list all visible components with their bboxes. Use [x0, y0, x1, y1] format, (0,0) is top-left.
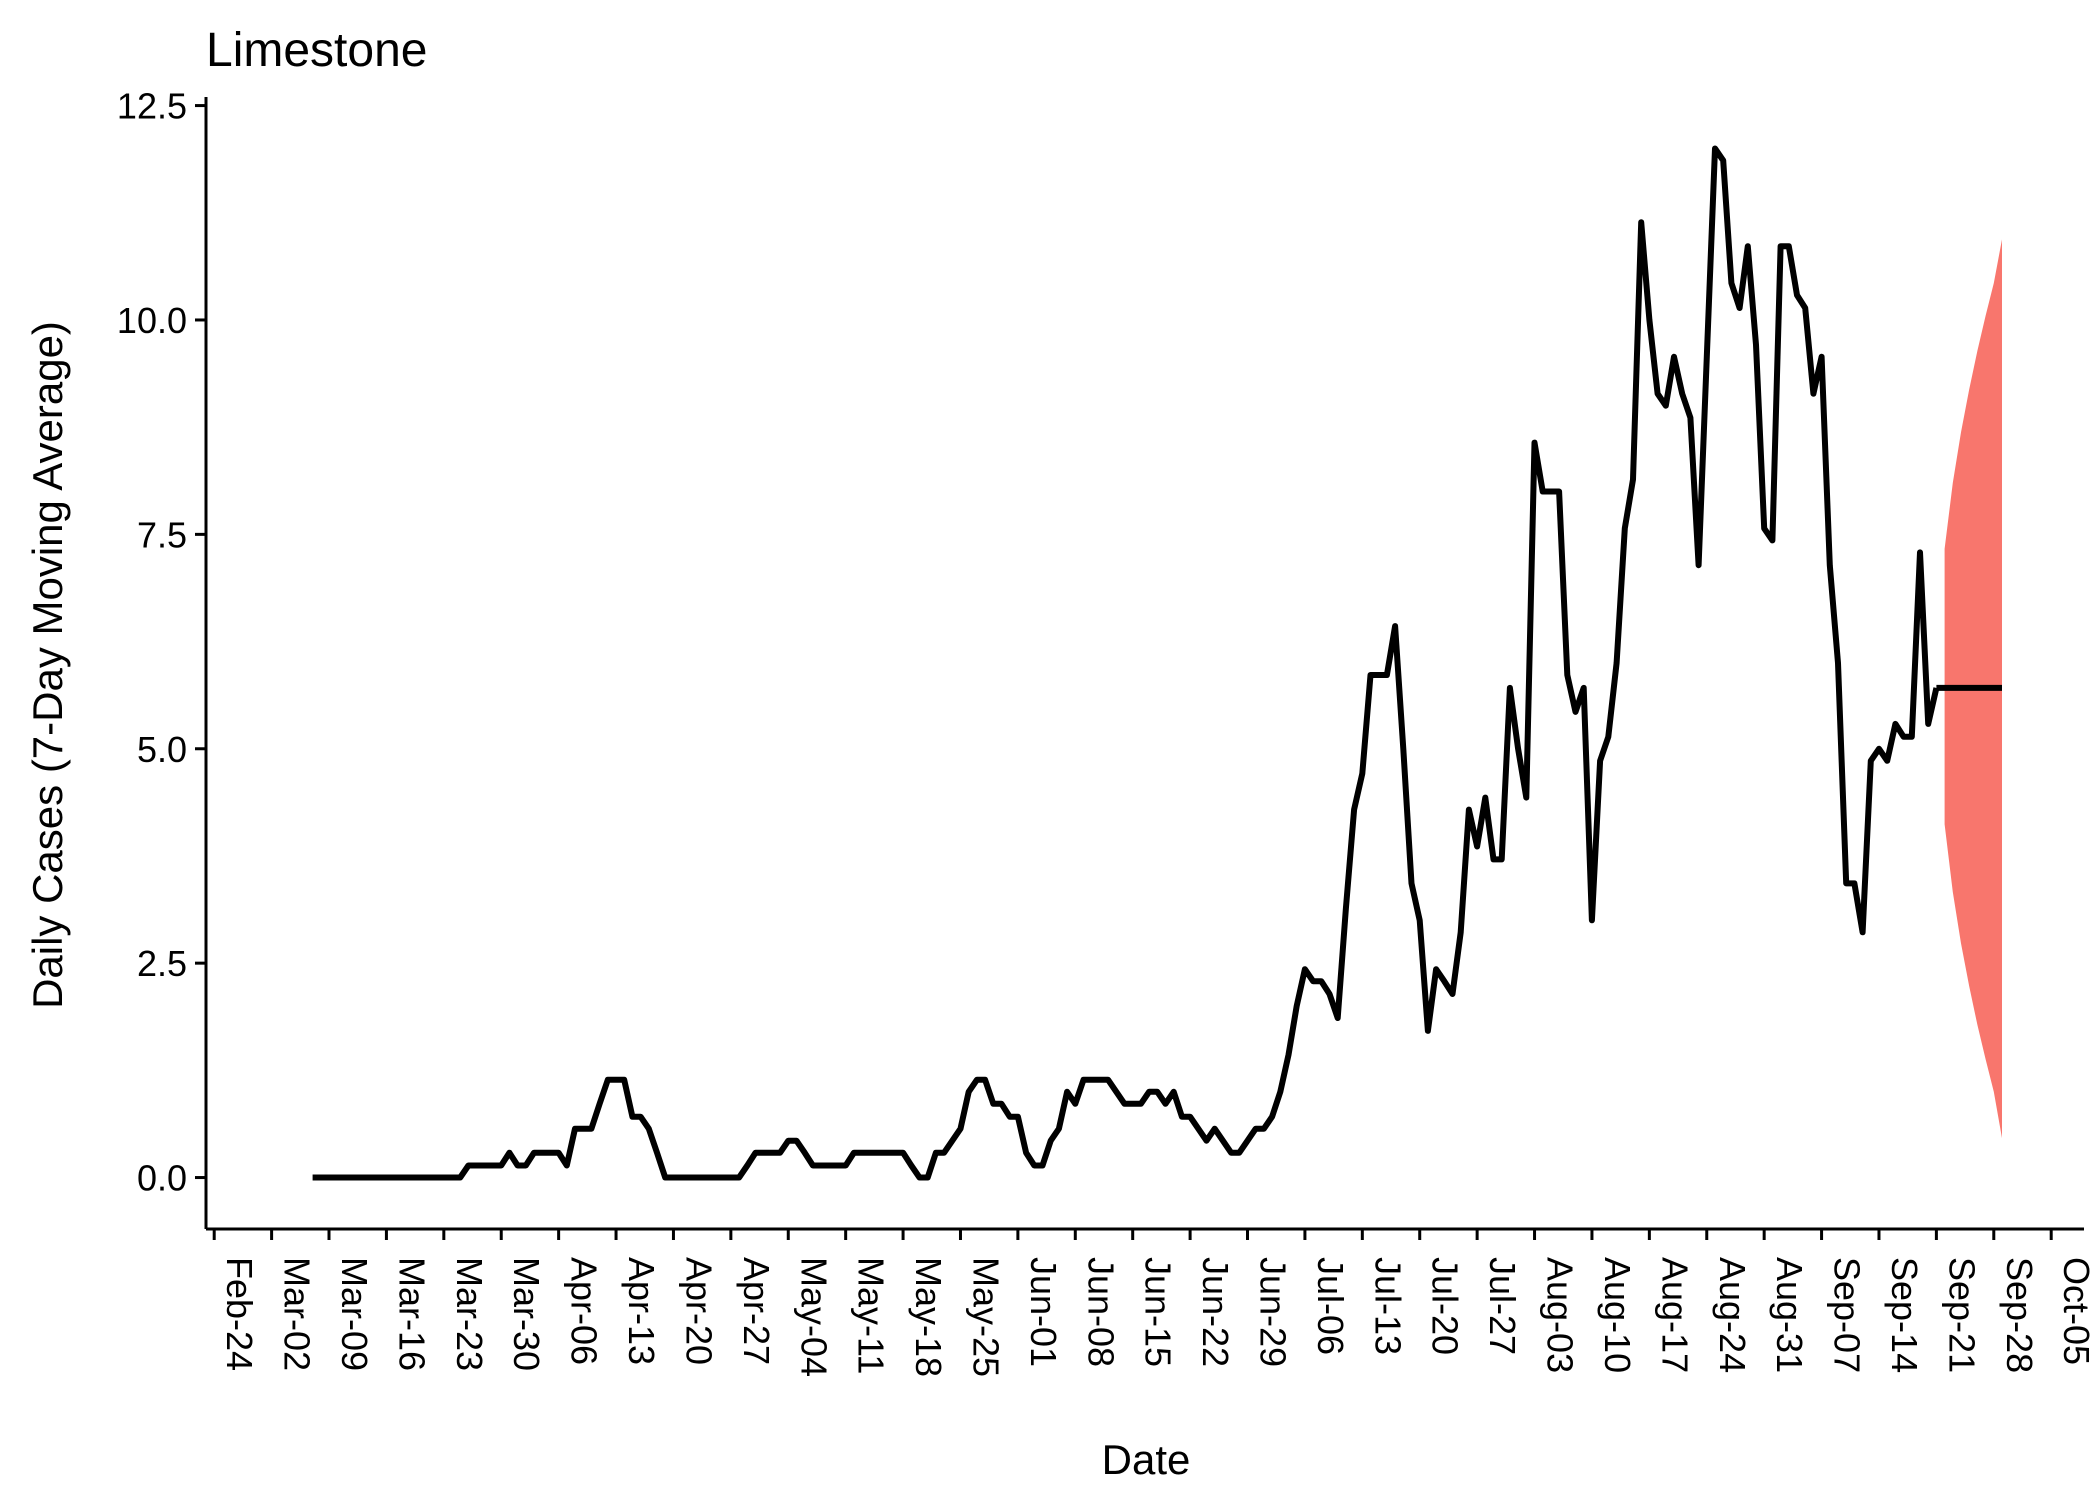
x-tick-label: Mar-30 — [506, 1257, 547, 1371]
x-tick-label: Jun-08 — [1080, 1257, 1121, 1367]
x-tick-label: Jun-29 — [1253, 1257, 1294, 1367]
x-tick-label: May-18 — [908, 1257, 949, 1377]
y-tick-label: 5.0 — [137, 729, 187, 770]
x-tick-label: Sep-28 — [1999, 1257, 2040, 1373]
x-tick-label: Aug-10 — [1597, 1257, 1638, 1373]
y-tick-label: 10.0 — [117, 300, 187, 341]
x-tick-label: Mar-09 — [334, 1257, 375, 1371]
x-tick-label: Jun-22 — [1195, 1257, 1236, 1367]
chart-title: Limestone — [206, 24, 427, 77]
x-tick-label: Feb-24 — [219, 1257, 260, 1371]
x-tick-label: Apr-13 — [621, 1257, 662, 1365]
plot-area — [312, 145, 2002, 1181]
x-tick-label: Jun-01 — [1023, 1257, 1064, 1367]
x-tick-label: Sep-21 — [1941, 1257, 1982, 1373]
x-tick-label: Sep-14 — [1884, 1257, 1925, 1373]
x-tick-label: Apr-27 — [736, 1257, 777, 1365]
x-tick-label: Jul-20 — [1425, 1257, 1466, 1355]
y-tick-label: 2.5 — [137, 943, 187, 984]
y-tick-label: 7.5 — [137, 514, 187, 555]
x-tick-label: Jun-15 — [1138, 1257, 1179, 1367]
x-tick-label: Jul-06 — [1310, 1257, 1351, 1355]
observed-line — [312, 145, 1940, 1181]
x-tick-label: May-04 — [793, 1257, 834, 1377]
x-tick-label: May-11 — [851, 1257, 892, 1374]
x-tick-label: Apr-06 — [564, 1257, 605, 1365]
x-tick-label: May-25 — [966, 1257, 1007, 1377]
y-axis-title: Daily Cases (7-Day Moving Average) — [24, 321, 71, 1009]
x-tick-label: Mar-16 — [391, 1257, 432, 1371]
x-axis-title: Date — [1102, 1436, 1191, 1483]
x-tick-label: Mar-02 — [277, 1257, 318, 1371]
x-tick-label: Aug-24 — [1712, 1257, 1753, 1373]
x-axis-ticks: Feb-24 Mar-02 Mar-09 Mar-16 Mar-23 Mar-30 Apr-… — [212, 1229, 2097, 1377]
x-tick-label: Aug-03 — [1540, 1257, 1581, 1373]
x-tick-label: Oct-05 — [2056, 1257, 2097, 1365]
x-tick-label: Sep-07 — [1827, 1257, 1868, 1373]
x-tick-label: Jul-13 — [1367, 1257, 1408, 1355]
x-tick-label: Jul-27 — [1482, 1257, 1523, 1355]
x-tick-label: Apr-20 — [678, 1257, 719, 1365]
y-axis-ticks: 0.0 2.5 5.0 7.5 10.0 12.5 — [117, 86, 206, 1199]
x-tick-label: Aug-17 — [1654, 1257, 1695, 1373]
x-tick-label: Aug-31 — [1769, 1257, 1810, 1373]
x-tick-label: Mar-23 — [449, 1257, 490, 1371]
y-tick-label: 0.0 — [137, 1158, 187, 1199]
y-tick-label: 12.5 — [117, 86, 187, 127]
